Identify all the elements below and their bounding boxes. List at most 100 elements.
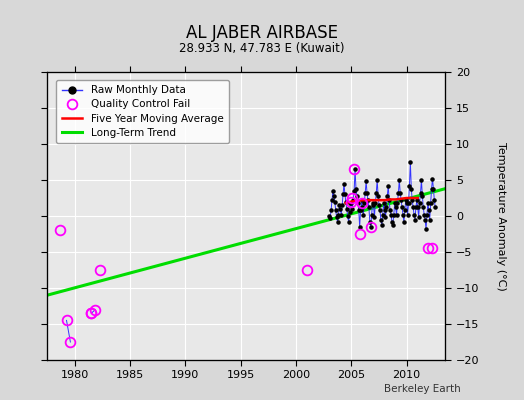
Point bbox=[344, 213, 352, 219]
Point bbox=[336, 206, 344, 212]
Point bbox=[394, 200, 402, 206]
Point bbox=[325, 213, 333, 219]
Point bbox=[366, 224, 375, 230]
Point bbox=[405, 182, 413, 189]
Point bbox=[402, 200, 411, 206]
Point bbox=[341, 191, 349, 198]
Point bbox=[394, 190, 402, 196]
Point bbox=[392, 211, 401, 218]
Point bbox=[376, 207, 384, 214]
Legend: Raw Monthly Data, Quality Control Fail, Five Year Moving Average, Long-Term Tren: Raw Monthly Data, Quality Control Fail, … bbox=[57, 80, 228, 143]
Point bbox=[408, 197, 417, 203]
Point bbox=[396, 190, 405, 196]
Point bbox=[389, 222, 397, 228]
Point bbox=[417, 177, 425, 183]
Point bbox=[364, 197, 372, 203]
Y-axis label: Temperature Anomaly (°C): Temperature Anomaly (°C) bbox=[496, 142, 506, 290]
Point bbox=[411, 216, 419, 223]
Point bbox=[354, 200, 362, 206]
Point bbox=[387, 211, 395, 218]
Point bbox=[388, 218, 396, 225]
Point bbox=[419, 204, 428, 210]
Point bbox=[331, 198, 339, 205]
Point bbox=[427, 200, 435, 206]
Point bbox=[389, 211, 398, 218]
Point bbox=[383, 193, 391, 199]
Point bbox=[334, 211, 343, 218]
Point bbox=[371, 200, 379, 206]
Point bbox=[378, 222, 386, 228]
Point bbox=[355, 207, 363, 214]
Point bbox=[370, 214, 379, 221]
Point bbox=[326, 215, 334, 221]
Point bbox=[339, 191, 347, 198]
Point bbox=[378, 211, 387, 218]
Point bbox=[397, 197, 406, 203]
Point bbox=[332, 207, 340, 214]
Point bbox=[363, 190, 371, 196]
Point bbox=[377, 216, 385, 223]
Point bbox=[406, 159, 414, 165]
Point bbox=[357, 197, 366, 203]
Point bbox=[410, 211, 418, 218]
Point bbox=[381, 214, 390, 221]
Point bbox=[344, 218, 353, 225]
Point bbox=[382, 204, 390, 210]
Point bbox=[373, 177, 381, 183]
Point bbox=[428, 186, 436, 192]
Point bbox=[418, 193, 427, 199]
Point bbox=[430, 197, 439, 203]
Point bbox=[405, 200, 413, 206]
Point bbox=[398, 204, 406, 210]
Point bbox=[401, 207, 409, 214]
Text: AL JABER AIRBASE: AL JABER AIRBASE bbox=[186, 24, 338, 42]
Text: 28.933 N, 47.783 E (Kuwait): 28.933 N, 47.783 E (Kuwait) bbox=[179, 42, 345, 55]
Point bbox=[416, 190, 424, 196]
Point bbox=[337, 211, 345, 218]
Point bbox=[361, 190, 369, 196]
Point bbox=[409, 204, 417, 210]
Point bbox=[407, 186, 416, 192]
Point bbox=[390, 200, 399, 206]
Point bbox=[380, 207, 389, 214]
Point bbox=[412, 204, 420, 210]
Point bbox=[342, 198, 350, 205]
Point bbox=[412, 197, 421, 203]
Point bbox=[391, 204, 400, 210]
Point bbox=[343, 206, 351, 212]
Point bbox=[424, 207, 433, 214]
Point bbox=[365, 204, 373, 210]
Point bbox=[379, 200, 388, 206]
Point bbox=[401, 197, 410, 203]
Point bbox=[366, 218, 374, 225]
Point bbox=[421, 216, 429, 223]
Point bbox=[431, 204, 440, 210]
Point bbox=[429, 186, 438, 192]
Point bbox=[335, 202, 344, 208]
Point bbox=[375, 202, 383, 208]
Point bbox=[403, 211, 412, 218]
Text: Berkeley Earth: Berkeley Earth bbox=[385, 384, 461, 394]
Point bbox=[328, 197, 336, 203]
Point bbox=[333, 218, 342, 225]
Point bbox=[368, 200, 377, 206]
Point bbox=[414, 214, 423, 221]
Point bbox=[359, 211, 367, 218]
Point bbox=[338, 202, 346, 208]
Point bbox=[351, 166, 359, 172]
Point bbox=[423, 211, 431, 218]
Point bbox=[425, 216, 434, 223]
Point bbox=[428, 175, 436, 182]
Point bbox=[348, 206, 356, 212]
Point bbox=[413, 204, 422, 210]
Point bbox=[355, 224, 364, 230]
Point bbox=[395, 177, 403, 183]
Point bbox=[416, 200, 424, 206]
Point bbox=[399, 211, 407, 218]
Point bbox=[340, 180, 348, 187]
Point bbox=[374, 193, 383, 199]
Point bbox=[369, 202, 378, 208]
Point bbox=[356, 207, 365, 214]
Point bbox=[349, 197, 357, 203]
Point bbox=[420, 211, 429, 218]
